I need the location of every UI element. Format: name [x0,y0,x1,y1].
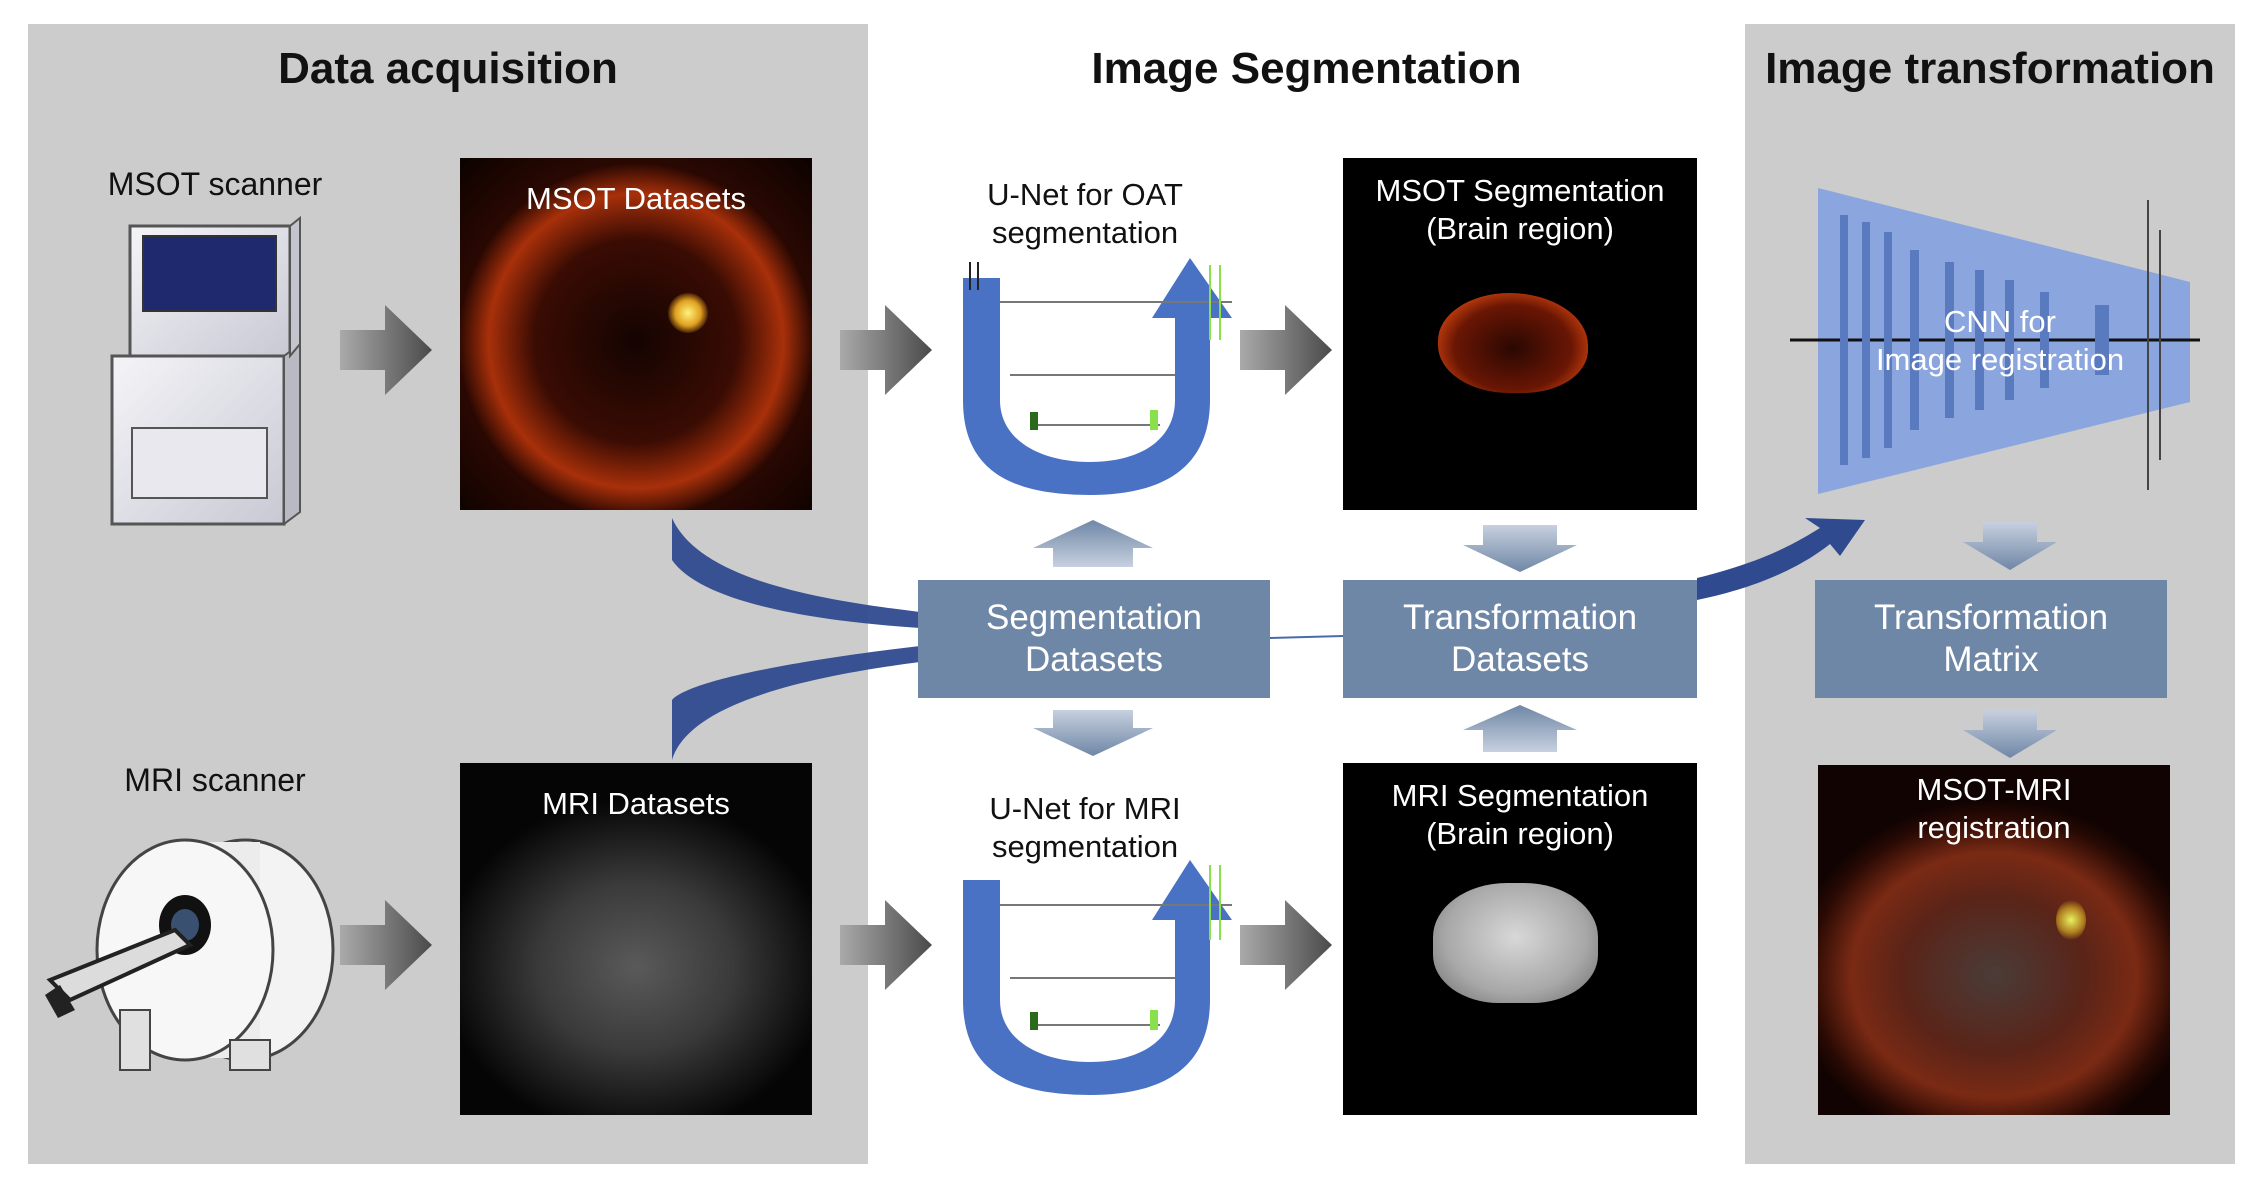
unet-mri-title-line2: segmentation [991,829,1179,864]
unet-oat-title: U-Net for OAT segmentation [940,176,1230,252]
unet-oat-diagram [963,258,1232,495]
arrow-mri-seg-to-trans [1463,705,1577,752]
transformation-datasets-box: Transformation Datasets [1343,580,1697,698]
msot-datasets-image: MSOT Datasets [460,158,812,510]
msot-datasets-title: MSOT Datasets [526,181,746,216]
mri-datasets-title: MRI Datasets [542,786,730,821]
registration-title-line1: MSOT-MRI [1916,772,2072,807]
unet-mri-title: U-Net for MRI segmentation [940,790,1230,866]
arrow-seg-to-unet-mri [1033,710,1153,756]
mri-scanner-label: MRI scanner [124,762,306,798]
unet-oat-title-line1: U-Net for OAT [987,177,1183,212]
section-title-transformation: Image transformation [1765,44,2215,93]
unet-mri-diagram [963,860,1232,1095]
mri-segmentation-image: MRI Segmentation (Brain region) [1343,763,1697,1115]
mri-datasets-image: MRI Datasets [460,763,812,1115]
seg-box-line1: Segmentation [986,598,1202,637]
mri-seg-title-line1: MRI Segmentation [1391,778,1649,813]
segmentation-datasets-box: Segmentation Datasets [918,580,1270,698]
arrow-unet-to-msot-seg [1240,305,1332,395]
section-title-acquisition: Data acquisition [278,44,618,93]
registration-title: MSOT-MRI registration [1818,771,2170,847]
arrow-msot-seg-to-trans [1463,525,1577,572]
mri-seg-brain [1433,883,1598,1003]
msot-seg-blob [1438,293,1588,393]
unet-mri-title-line1: U-Net for MRI [989,791,1181,826]
mri-segmentation-title: MRI Segmentation (Brain region) [1343,777,1697,853]
mri-seg-title-line2: (Brain region) [1426,816,1614,851]
trans-box-line2: Datasets [1450,640,1590,679]
matrix-box-line1: Transformation [1873,598,2109,637]
transformation-matrix-box: Transformation Matrix [1815,580,2167,698]
cnn-label-line1: CNN for [1944,304,2056,339]
registration-title-line2: registration [1917,810,2071,845]
matrix-box-line2: Matrix [1943,640,2039,679]
msot-seg-title-line2: (Brain region) [1426,211,1614,246]
section-title-segmentation: Image Segmentation [1091,44,1522,93]
arrow-seg-to-unet-oat [1033,520,1153,567]
seg-box-line2: Datasets [1024,640,1164,679]
cnn-label-line2: Image registration [1875,342,2125,377]
msot-seg-title-line1: MSOT Segmentation [1375,173,1665,208]
msot-segmentation-title: MSOT Segmentation (Brain region) [1343,172,1697,248]
msot-highlight [668,293,708,333]
registration-highlight [2056,900,2086,940]
trans-box-line1: Transformation [1402,598,1638,637]
cnn-label: CNN for Image registration [1830,303,2170,379]
registration-image: MSOT-MRI registration [1818,765,2170,1115]
arrow-unet-to-mri-seg [1240,900,1332,990]
msot-scanner-label: MSOT scanner [107,166,323,202]
unet-oat-title-line2: segmentation [991,215,1179,250]
msot-segmentation-image: MSOT Segmentation (Brain region) [1343,158,1697,510]
